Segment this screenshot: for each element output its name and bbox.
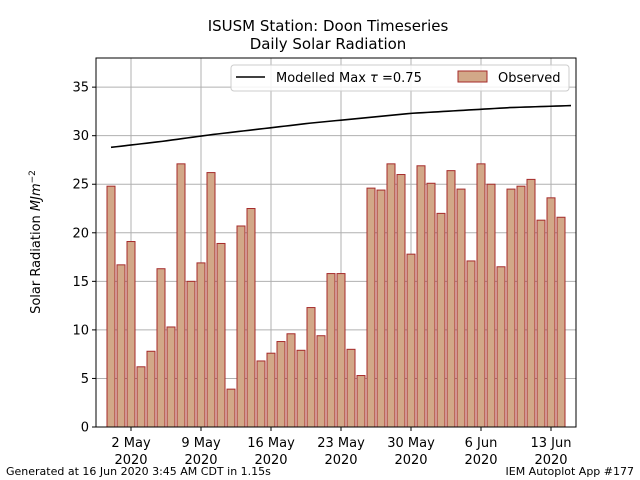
- observed-bar: [306, 307, 316, 428]
- chart-subtitle: Daily Solar Radiation: [249, 35, 407, 53]
- observed-bar: [396, 174, 406, 428]
- observed-bar: [216, 242, 226, 428]
- observed-bar: [316, 335, 326, 428]
- observed-bar: [286, 333, 296, 428]
- legend-line-label: Modelled Max τ =0.75: [276, 71, 422, 86]
- footer-generated-text: Generated at 16 Jun 2020 3:45 AM CDT in …: [6, 465, 271, 478]
- observed-bar: [386, 163, 396, 428]
- observed-bar: [296, 349, 306, 428]
- observed-bar: [486, 183, 496, 428]
- observed-bar: [266, 352, 276, 428]
- observed-bar: [536, 219, 546, 428]
- x-tick-label: 13 Jun: [531, 436, 572, 451]
- observed-bar: [276, 341, 286, 428]
- observed-bar: [136, 366, 146, 428]
- observed-bar: [116, 264, 126, 428]
- x-tick-year-label: 2020: [534, 453, 567, 468]
- observed-bar: [506, 188, 516, 428]
- observed-bar: [546, 197, 556, 428]
- observed-bar: [476, 163, 486, 428]
- observed-bar: [236, 225, 246, 428]
- observed-bar: [246, 208, 256, 428]
- x-tick-label: 2 May: [111, 436, 151, 451]
- y-tick-label: 20: [72, 226, 89, 241]
- observed-bar: [106, 185, 116, 428]
- observed-bar: [346, 348, 356, 428]
- observed-bar: [366, 187, 376, 428]
- observed-bar: [416, 165, 426, 428]
- observed-bar: [496, 266, 506, 428]
- observed-bar: [156, 268, 166, 428]
- legend-bar-label: Observed: [498, 71, 561, 86]
- observed-bar: [186, 280, 196, 428]
- y-tick-label: 35: [72, 81, 89, 96]
- observed-bar: [196, 262, 206, 428]
- observed-bar: [336, 273, 346, 428]
- observed-bar: [206, 172, 216, 428]
- plot-frame: [95, 57, 577, 428]
- y-axis-label: Solar Radiation MJm−2: [28, 170, 44, 314]
- chart-title: ISUSM Station: Doon Timeseries: [207, 17, 449, 35]
- observed-bar: [426, 182, 436, 428]
- x-tick-label: 9 May: [181, 436, 221, 451]
- x-tick-label: 16 May: [247, 436, 295, 451]
- observed-bar: [526, 178, 536, 428]
- legend: Modelled Max τ =0.75 Observed: [230, 64, 570, 92]
- observed-bar: [326, 273, 336, 428]
- observed-bar: [256, 360, 266, 428]
- x-tick-year-label: 2020: [254, 453, 287, 468]
- y-axis: 0 5 10 15 20 25 30 35: [72, 81, 96, 436]
- observed-bars: [106, 163, 566, 428]
- x-tick-label: 23 May: [317, 436, 365, 451]
- observed-bar: [356, 375, 366, 428]
- x-axis: 2 May 2020 9 May 2020 16 May 2020 23 May 2020 30…: [111, 427, 572, 468]
- x-tick-year-label: 2020: [184, 453, 217, 468]
- observed-bar: [126, 241, 136, 428]
- y-tick-label: 5: [81, 372, 89, 387]
- footer-app-text: IEM Autoplot App #177: [505, 465, 635, 478]
- observed-bar: [226, 388, 236, 428]
- x-tick-label: 30 May: [387, 436, 435, 451]
- observed-bar: [176, 163, 186, 428]
- x-tick-year-label: 2020: [114, 453, 147, 468]
- y-tick-label: 15: [72, 275, 89, 290]
- x-tick-year-label: 2020: [464, 453, 497, 468]
- observed-bar: [446, 170, 456, 428]
- observed-bar: [556, 216, 566, 428]
- observed-bar: [466, 260, 476, 428]
- y-tick-label: 10: [72, 323, 89, 338]
- observed-bar: [146, 350, 156, 428]
- legend-bar-swatch: [457, 70, 488, 83]
- y-tick-label: 30: [72, 129, 89, 144]
- x-tick-year-label: 2020: [324, 453, 357, 468]
- x-tick-year-label: 2020: [394, 453, 427, 468]
- observed-bar: [436, 212, 446, 428]
- modelled-max-line: [110, 104, 572, 149]
- observed-bar: [456, 188, 466, 428]
- observed-bar: [516, 185, 526, 428]
- x-tick-label: 6 Jun: [465, 436, 498, 451]
- observed-bar: [406, 253, 416, 428]
- y-tick-label: 25: [72, 178, 89, 193]
- observed-bar: [166, 326, 176, 428]
- y-tick-label: 0: [81, 421, 89, 436]
- observed-bar: [376, 189, 386, 428]
